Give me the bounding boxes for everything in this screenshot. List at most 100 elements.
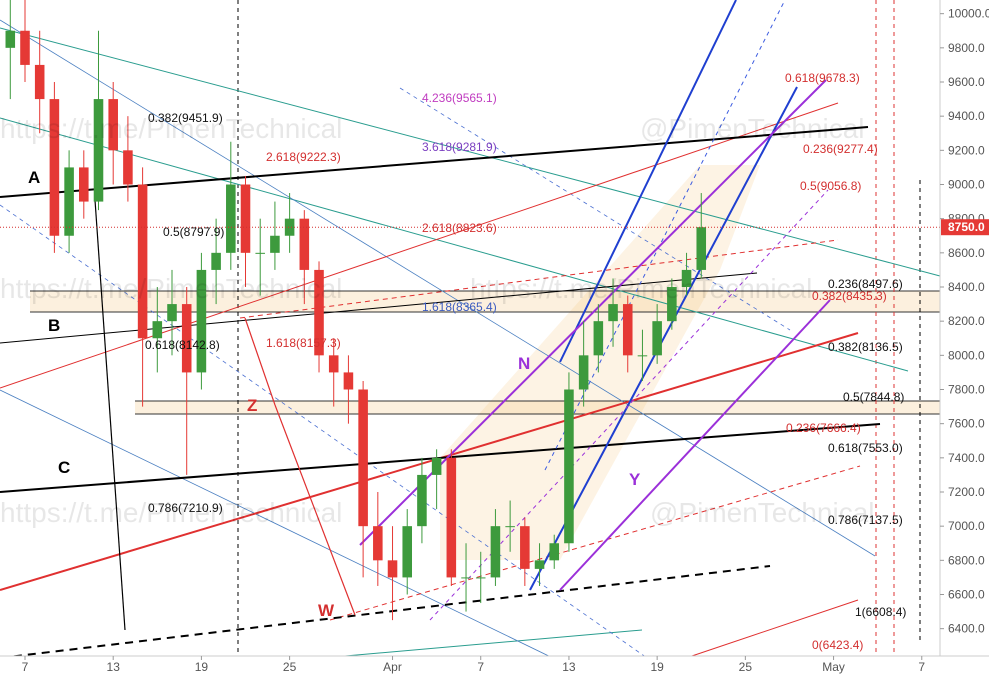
candle-body: [343, 372, 354, 390]
y-tick-label: 7800.0: [948, 383, 985, 397]
candle-body: [505, 526, 515, 528]
last-price-label: 8750.0: [948, 220, 985, 234]
candle-body: [475, 577, 486, 579]
candle-body: [196, 269, 207, 373]
y-tick-label: 7000.0: [948, 519, 985, 533]
x-tick-label: 7: [477, 660, 484, 674]
candle-body: [461, 577, 471, 579]
x-tick-label: 25: [283, 660, 297, 674]
candle-body: [284, 218, 295, 236]
watermark: https://t.me/PimenTechnical: [0, 497, 342, 528]
candle-body: [490, 526, 501, 578]
candle-body: [240, 184, 251, 253]
candle-body: [255, 252, 265, 254]
x-tick-label: Apr: [383, 660, 402, 674]
fib-label: 0(6423.4): [812, 638, 863, 652]
drawings: [0, 0, 941, 676]
fib-label: 0.786(7210.9): [148, 501, 223, 515]
wave-letter: N: [518, 354, 530, 373]
y-tick-label: 10000.0: [948, 7, 989, 21]
candle-body: [328, 355, 339, 373]
wave-letter: A: [28, 168, 40, 187]
candle-body: [534, 560, 545, 569]
candle-body: [270, 235, 280, 253]
wave-letter: Y: [629, 470, 641, 489]
candle-body: [667, 287, 677, 322]
candle-body: [49, 99, 60, 236]
candle-body: [93, 99, 104, 202]
price-axis-bg: [940, 0, 989, 676]
candle-body: [79, 167, 89, 202]
candle-body: [167, 304, 177, 322]
x-tick-label: 13: [107, 660, 121, 674]
fib-label: 1.618(8157.3): [266, 336, 341, 350]
candle-body: [108, 99, 118, 151]
fib-label: 0.5(9056.8): [800, 179, 861, 193]
candle-body: [373, 526, 383, 561]
x-tick-label: 19: [195, 660, 209, 674]
candles: [0, 0, 940, 621]
candle-body: [608, 304, 618, 322]
watermark: https://t.me/PimenTechnical: [470, 273, 812, 304]
candle-body: [417, 474, 427, 527]
last-price-box: [941, 219, 989, 236]
y-tick-label: 7400.0: [948, 451, 985, 465]
candle-body: [20, 30, 30, 65]
y-tick-label: 9800.0: [948, 41, 985, 55]
candle-body: [211, 252, 221, 270]
candle-body: [123, 150, 133, 185]
x-tick-label: 13: [562, 660, 576, 674]
candle-body: [593, 321, 604, 356]
candle-body: [387, 560, 398, 578]
fib-label: 2.618(8823.6): [422, 221, 497, 235]
fib-labels: 0.382(9451.9) 2.618(9222.3) 0.5(8797.9) …: [145, 71, 906, 652]
fib-label: 4.236(9565.1): [422, 91, 497, 105]
y-tick-label: 9200.0: [948, 143, 985, 157]
watermark: https://t.me/PimenTechnical: [0, 273, 342, 304]
time-axis-bg: [0, 656, 989, 676]
y-tick-label: 8400.0: [948, 280, 985, 294]
candle-body: [578, 355, 589, 390]
fib-label: 0.382(8136.5): [828, 340, 903, 354]
wave-letters: A B C N Y Z W: [28, 168, 641, 620]
x-tick-label: 7: [22, 660, 29, 674]
fib-label: 0.382(8435.3): [812, 289, 887, 303]
fib-label: 0.618(9678.3): [785, 71, 860, 85]
y-tick-label: 9600.0: [948, 75, 985, 89]
candle-body: [64, 167, 74, 236]
candle-body: [652, 321, 662, 356]
candle-body: [520, 526, 530, 569]
candle-body: [137, 184, 148, 339]
watermark: @PimenTechnical: [650, 497, 875, 528]
y-tick-label: 8000.0: [948, 348, 985, 362]
candle-body: [446, 457, 457, 578]
x-tick-label: 19: [650, 660, 664, 674]
candle-body: [549, 543, 560, 561]
fib-label: 0.236(7666.4): [786, 421, 861, 435]
wave-letter: W: [318, 601, 335, 620]
wave-letter: Z: [247, 396, 257, 415]
fib-label: 0.786(7137.5): [828, 513, 903, 527]
y-tick-label: 6800.0: [948, 553, 985, 567]
wave-letter: B: [48, 316, 60, 335]
fib-label: 1(6608.4): [855, 605, 906, 619]
wave-letter: C: [58, 458, 70, 477]
candle-body: [696, 227, 707, 270]
candle-body: [564, 389, 574, 544]
candle-body: [299, 218, 310, 270]
fib-label: 3.618(9281.9): [422, 140, 497, 154]
candle-body: [431, 457, 442, 475]
candle-body: [637, 355, 648, 357]
x-tick-label: May: [822, 660, 845, 674]
fib-label: 0.618(7553.0): [828, 441, 903, 455]
y-tick-label: 8200.0: [948, 314, 985, 328]
y-tick-label: 7600.0: [948, 417, 985, 431]
candle-body: [5, 30, 16, 48]
x-tick-label: 7: [918, 660, 925, 674]
fib-label: 0.618(8142.8): [145, 338, 220, 352]
y-tick-label: 6600.0: [948, 588, 985, 602]
fib-label: 0.236(9277.4): [803, 142, 878, 156]
y-tick-label: 9400.0: [948, 109, 985, 123]
candle-body: [152, 321, 163, 339]
